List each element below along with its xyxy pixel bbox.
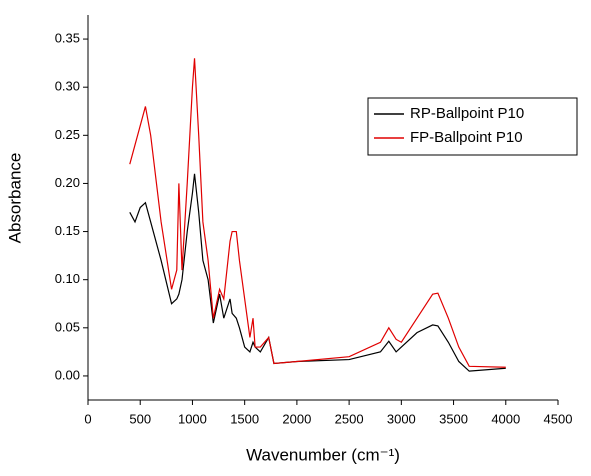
y-tick-label: 0.25 [55,127,80,142]
x-tick-label: 3000 [387,411,416,426]
y-tick-label: 0.15 [55,223,80,238]
y-tick-label: 0.35 [55,31,80,46]
legend-box [367,97,578,156]
x-tick-label: 4500 [544,411,573,426]
x-tick-label: 4000 [491,411,520,426]
x-tick-label: 500 [129,411,151,426]
data-line [129,173,506,372]
x-tick-label: 0 [84,411,91,426]
x-tick-label: 3500 [439,411,468,426]
x-tick-label: 1500 [230,411,259,426]
y-tick-label: 0.00 [55,367,80,382]
x-axis-title: Wavenumber (cm⁻¹) [246,445,400,464]
x-tick-label: 2000 [282,411,311,426]
x-tick-label: 1000 [178,411,207,426]
y-tick-label: 0.10 [55,271,80,286]
y-axis-title: Absorbance [5,153,24,244]
legend-label: FP-Ballpoint P10 [410,129,523,146]
data-line [129,58,506,368]
x-tick-label: 2500 [335,411,364,426]
legend-label: RP-Ballpoint P10 [410,105,524,122]
y-tick-label: 0.30 [55,79,80,94]
y-tick-label: 0.05 [55,319,80,334]
y-tick-label: 0.20 [55,175,80,190]
